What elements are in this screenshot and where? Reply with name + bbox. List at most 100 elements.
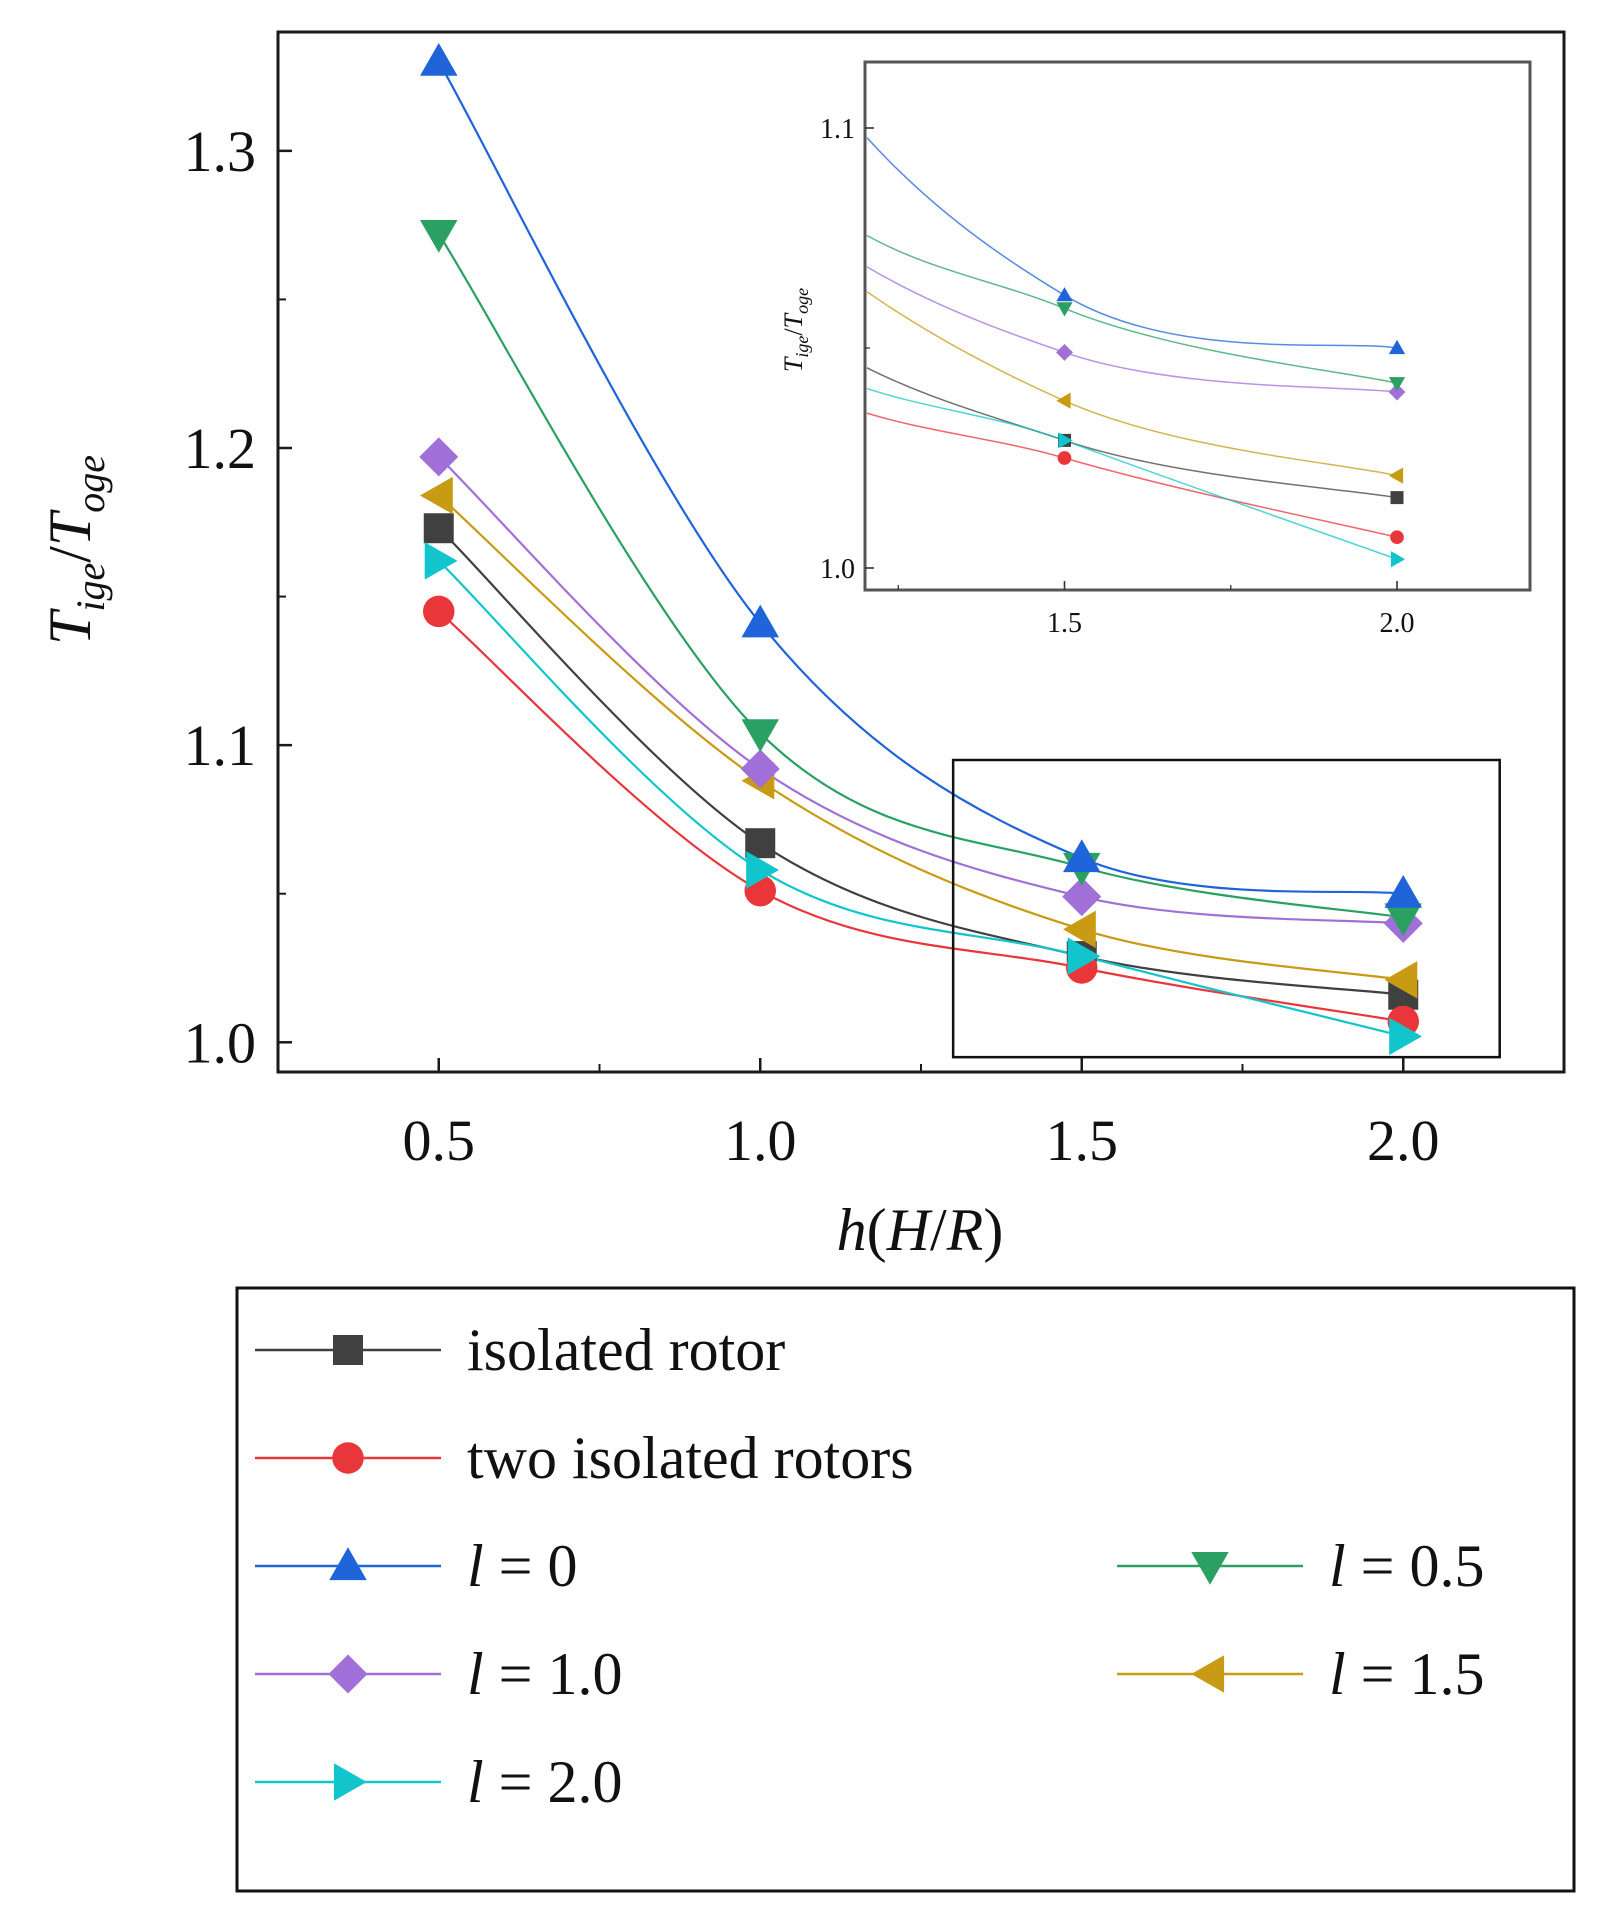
series-line [438, 494, 1404, 981]
zoom-region-box [951, 758, 1501, 1059]
legend-marker [1191, 1655, 1225, 1693]
x-axis-label-open: ( [867, 1197, 887, 1263]
x-tick-label: 1.0 [724, 1108, 797, 1173]
data-point [420, 476, 453, 515]
legend-label: isolated rotor [467, 1317, 785, 1383]
inset-y-label-slash: / [779, 328, 808, 336]
legend-label-var: l [467, 1749, 484, 1815]
data-point [1384, 874, 1422, 908]
y-axis-label-sub1: ige [68, 563, 113, 612]
series-line [438, 456, 1404, 925]
legend-item: l = 2.0 [255, 1749, 623, 1815]
x-tick-label: 1.5 [1046, 1108, 1119, 1173]
data-point [424, 542, 458, 580]
legend-marker [1191, 1551, 1229, 1585]
legend-marker [332, 1442, 364, 1474]
inset-data-point [1056, 392, 1071, 409]
x-axis-label-R: R [946, 1197, 984, 1263]
inset-axis-ticks: 1.5 2.0 1.0 1.1 [820, 114, 1415, 639]
inset-series-line [867, 234, 1398, 384]
inset-x-tick-label: 1.5 [1047, 608, 1082, 639]
x-tick-label: 0.5 [403, 1108, 476, 1173]
legend-box [235, 1286, 1576, 1893]
legend-label-value: = 1.0 [484, 1641, 623, 1707]
series-line [437, 233, 1404, 919]
main-axis-ticks: 0.5 1.0 1.5 2.0 1.0 1.1 1.2 1.3 [184, 119, 1565, 1173]
inset-y-label-T1: T [779, 356, 808, 372]
legend-label: two isolated rotors [467, 1425, 914, 1491]
inset-y-label-sub1: ige [792, 336, 812, 358]
legend-marker [329, 1547, 367, 1581]
legend-label-var: l [1329, 1641, 1346, 1707]
data-point [740, 749, 780, 789]
legend-item: l = 0.5 [1117, 1533, 1485, 1599]
y-tick-label: 1.2 [184, 416, 257, 481]
inset-series-line [867, 290, 1398, 477]
data-point [420, 219, 458, 253]
inset-data-point [1388, 467, 1404, 484]
legend-item: isolated rotor [255, 1317, 785, 1383]
legend-label-var: l [1329, 1533, 1346, 1599]
legend-label-value: = 1.5 [1346, 1641, 1485, 1707]
inset-series-line [867, 265, 1398, 393]
x-axis-label: h(H/R) [837, 1197, 1004, 1263]
inset-data-point [1390, 551, 1406, 568]
y-tick-label: 1.1 [184, 713, 257, 778]
data-point [745, 828, 776, 859]
inset-y-tick-label: 1.1 [820, 114, 855, 145]
data-point [423, 595, 455, 628]
y-tick-label: 1.3 [184, 119, 257, 184]
data-point [420, 42, 458, 76]
inset-data-point [1056, 343, 1073, 361]
legend-marker [328, 1654, 368, 1694]
inset-y-label-T2: T [779, 312, 808, 328]
inset-series-line [867, 367, 1398, 499]
data-point [1063, 839, 1101, 873]
series-line [438, 527, 1404, 996]
legend-label: l = 0.5 [1329, 1533, 1485, 1599]
legend-label: l = 1.5 [1329, 1641, 1485, 1707]
y-axis-label-sub2: oge [68, 455, 113, 513]
x-tick-label: 2.0 [1367, 1108, 1440, 1173]
x-axis-label-h: h [837, 1197, 867, 1263]
y-axis-label-T1: T [37, 608, 103, 645]
data-point [1067, 937, 1101, 975]
inset-y-label-sub2: oge [792, 288, 812, 314]
y-tick-label: 1.0 [184, 1010, 257, 1075]
data-point [746, 851, 779, 889]
legend-label: l = 1.0 [467, 1641, 623, 1707]
legend-marker [333, 1763, 367, 1801]
legend-marker [333, 1335, 363, 1365]
inset-data-point [1388, 339, 1406, 355]
data-point [741, 719, 779, 753]
data-point [1062, 877, 1102, 917]
inset-data-point [1390, 530, 1404, 545]
inset-y-tick-label: 1.0 [820, 554, 855, 585]
inset-data-point [1390, 491, 1404, 505]
inset-y-axis-label: Tige/Toge [779, 288, 812, 372]
inset-data-point [1058, 432, 1073, 449]
legend-label-var: l [467, 1533, 484, 1599]
legend-item: l = 1.5 [1117, 1641, 1485, 1707]
inset-series-line [867, 136, 1398, 349]
legend-item: l = 0 [255, 1533, 578, 1599]
legend-item: l = 1.0 [255, 1641, 623, 1707]
inset-data-point [1388, 377, 1406, 392]
series-line [437, 61, 1404, 895]
y-axis-label-T2: T [37, 509, 103, 546]
data-point [1389, 1017, 1422, 1056]
legend-label-var: l [467, 1641, 484, 1707]
data-point [1384, 961, 1418, 999]
legend-label-value: = 0 [484, 1533, 578, 1599]
data-point [1384, 903, 1422, 937]
inset-data-point [1057, 451, 1072, 465]
x-axis-label-slash: / [930, 1197, 947, 1263]
y-axis-label: Tige/Toge [37, 455, 113, 645]
series-line [438, 560, 1404, 1038]
inset-series-line [867, 387, 1398, 560]
data-point [423, 513, 454, 544]
x-axis-label-close: ) [983, 1197, 1003, 1263]
